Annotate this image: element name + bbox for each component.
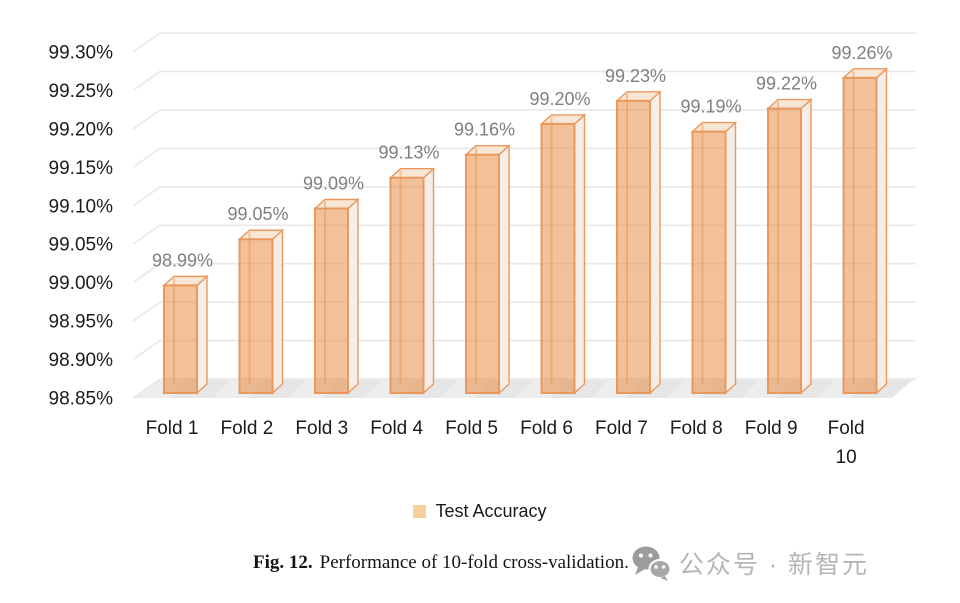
chart-legend: Test Accuracy bbox=[0, 501, 960, 522]
bar-group: 99.13% bbox=[378, 143, 440, 395]
bar bbox=[842, 76, 878, 395]
bar-side-face bbox=[724, 121, 737, 395]
y-axis-tick-label: 99.20% bbox=[49, 119, 114, 140]
bar-group: 99.09% bbox=[303, 173, 364, 395]
x-axis-label: Fold 1 bbox=[146, 418, 199, 439]
bar-side-face bbox=[800, 97, 812, 395]
bar-group: 99.16% bbox=[454, 120, 515, 395]
y-axis-tick-label: 99.25% bbox=[49, 81, 114, 102]
x-axis-label: Fold 7 bbox=[595, 418, 648, 439]
y-axis-tick-label: 99.00% bbox=[49, 273, 114, 294]
bar-data-label: 99.05% bbox=[227, 204, 288, 224]
bar-group: 99.26% bbox=[831, 43, 893, 395]
bar-side-face bbox=[271, 228, 284, 395]
gridline bbox=[132, 378, 916, 399]
bar bbox=[465, 153, 500, 394]
bar-side-face bbox=[573, 113, 586, 395]
x-axis-label: Fold 2 bbox=[220, 418, 273, 439]
figure-caption: Fig. 12. Performance of 10-fold cross-va… bbox=[253, 543, 869, 583]
bar-data-label: 98.99% bbox=[152, 250, 213, 270]
bar bbox=[238, 238, 274, 394]
gridline bbox=[132, 224, 916, 245]
bar-data-label: 99.16% bbox=[454, 120, 515, 140]
x-axis-label: Fold 8 bbox=[670, 418, 723, 439]
bar-group: 99.20% bbox=[529, 89, 591, 395]
x-axis-label: Fold 10 bbox=[828, 418, 865, 468]
x-axis-label: Fold 9 bbox=[745, 418, 798, 439]
bar-data-label: 99.22% bbox=[756, 74, 817, 94]
bar-group: 99.05% bbox=[227, 204, 289, 395]
bar-group: 98.99% bbox=[152, 250, 213, 395]
gridline bbox=[132, 262, 916, 284]
bar-data-label: 99.13% bbox=[378, 143, 439, 163]
bar-group: 99.23% bbox=[605, 66, 666, 395]
x-axis-label: Fold 6 bbox=[520, 418, 573, 439]
bar-side-face bbox=[422, 167, 435, 395]
bar-data-label: 99.23% bbox=[605, 66, 666, 86]
bar bbox=[767, 107, 802, 394]
bar-side-face bbox=[649, 90, 661, 395]
gridline bbox=[132, 70, 916, 92]
y-axis-tick-label: 99.05% bbox=[49, 235, 114, 256]
y-axis-tick-label: 98.95% bbox=[49, 312, 114, 333]
bar-data-label: 99.20% bbox=[529, 89, 590, 109]
bar bbox=[389, 176, 425, 394]
chart-area: 98.85% 98.90% 98.95% 99.00% 99.05% 99.10% 99.1… bbox=[49, 32, 916, 468]
y-axis-tick-label: 99.10% bbox=[49, 196, 114, 217]
wechat-icon bbox=[632, 546, 672, 581]
gridline bbox=[132, 301, 916, 322]
bar-group: 99.19% bbox=[680, 97, 742, 395]
gridline bbox=[132, 339, 916, 361]
legend-swatch bbox=[413, 505, 427, 518]
watermark-text: 公众号 · 新智元 bbox=[678, 551, 870, 579]
bar-side-face bbox=[498, 144, 510, 395]
bar bbox=[163, 284, 198, 395]
gridline bbox=[132, 109, 916, 130]
bar bbox=[314, 207, 349, 394]
y-axis-tick-label: 99.30% bbox=[49, 43, 114, 64]
wechat-small-bubble bbox=[648, 559, 672, 581]
x-axis-label: Fold 4 bbox=[370, 418, 423, 439]
bar-side-face bbox=[875, 67, 888, 395]
x-axis-label: Fold 5 bbox=[445, 418, 498, 439]
bar bbox=[540, 122, 576, 394]
legend-label: Test Accuracy bbox=[435, 501, 547, 521]
bar-data-label: 99.19% bbox=[680, 97, 741, 117]
gridline bbox=[132, 186, 916, 207]
y-axis-tick-label: 98.85% bbox=[49, 389, 114, 410]
bar-group: 99.22% bbox=[756, 74, 817, 395]
gridline bbox=[132, 147, 916, 169]
bar-chart-3d: 98.85% 98.90% 98.95% 99.00% 99.05% 99.10% 99.1… bbox=[49, 32, 916, 468]
bar-side-face bbox=[347, 197, 359, 395]
figure-caption-text: Performance of 10-fold cross-validation. bbox=[319, 552, 629, 573]
gridline bbox=[132, 32, 916, 53]
bar-data-label: 99.26% bbox=[831, 43, 892, 63]
y-axis-tick-label: 99.15% bbox=[49, 158, 114, 179]
bar-side-face bbox=[196, 274, 208, 395]
bar bbox=[691, 130, 727, 394]
figure-number: Fig. 12. bbox=[253, 552, 313, 573]
bar bbox=[616, 99, 651, 395]
bar-data-label: 99.09% bbox=[303, 173, 364, 193]
y-axis-tick-label: 98.90% bbox=[49, 350, 114, 371]
x-axis-label: Fold 3 bbox=[295, 418, 348, 439]
